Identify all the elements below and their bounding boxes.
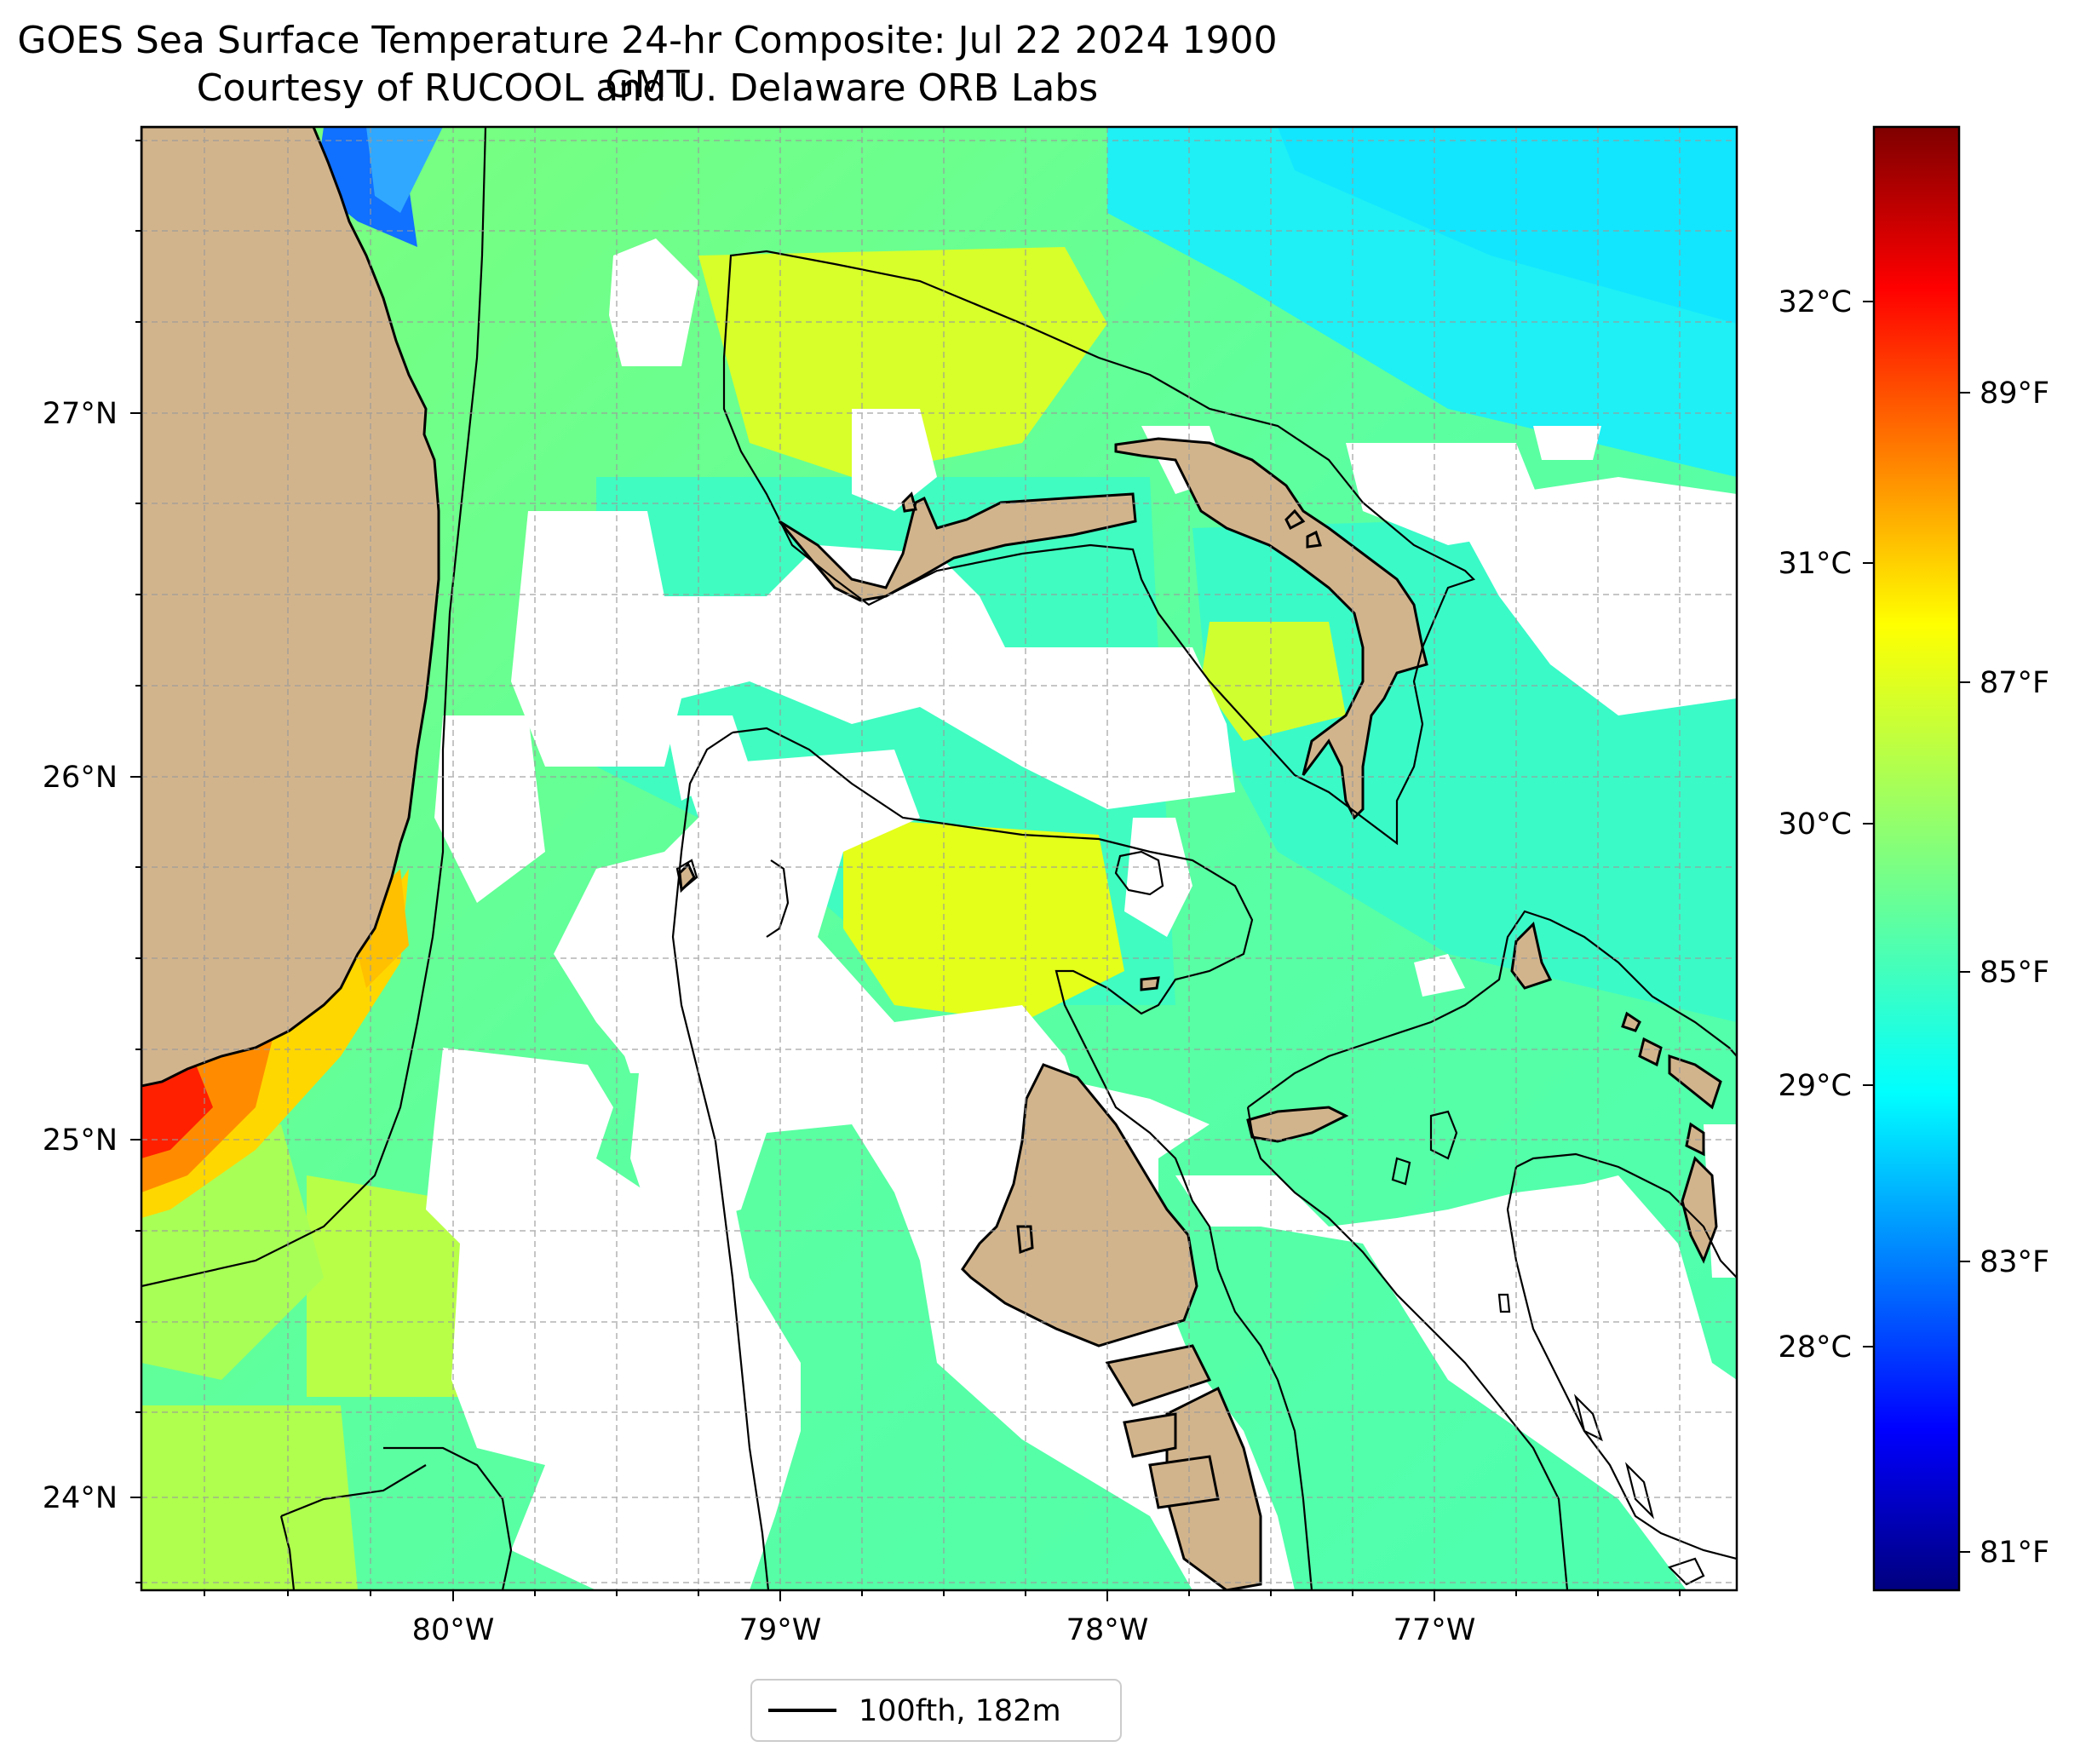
great-abaco-island: [1114, 437, 1428, 820]
eleuthera-island: [1246, 1106, 1349, 1143]
lat-label-24n: 24°N: [43, 1481, 118, 1515]
hot-coastal-patches: [141, 869, 409, 1218]
colorbar-gradient: [1872, 125, 1961, 1592]
lon-label-79w: 79°W: [739, 1613, 822, 1647]
andros-island: [961, 1063, 1198, 1347]
colorbar-label-85f: 85°F: [1980, 956, 2049, 990]
colorbar-label-83f: 83°F: [1980, 1245, 2049, 1279]
colorbar-label-31c: 31°C: [1779, 547, 1852, 581]
colorbar-label-30c: 30°C: [1779, 807, 1852, 842]
map-panel: [141, 127, 1737, 1590]
lat-label-27n: 27°N: [43, 397, 118, 431]
lon-label-80w: 80°W: [412, 1613, 495, 1647]
lon-label-77w: 77°W: [1394, 1613, 1476, 1647]
colorbar-label-29c: 29°C: [1779, 1069, 1852, 1103]
legend: 100fth, 182m: [750, 1679, 1122, 1742]
100-fathom-contour: [141, 127, 1737, 1590]
colorbar-label-28c: 28°C: [1779, 1330, 1852, 1365]
lat-label-25n: 25°N: [43, 1123, 118, 1158]
land-masses: [141, 127, 1722, 1590]
colorbar-label-32c: 32°C: [1779, 285, 1852, 319]
map-frame: [140, 125, 1738, 1592]
colorbar-label-87f: 87°F: [1980, 666, 2049, 700]
lon-label-78w: 78°W: [1066, 1613, 1149, 1647]
axis-ticks: [130, 140, 1681, 1601]
legend-label: 100fth, 182m: [859, 1694, 1061, 1728]
colorbar: 32°C 31°C 30°C 29°C 28°C 89°F 87°F 85°F …: [1779, 125, 2049, 1592]
map-subtitle: Courtesy of RUCOOL and U. Delaware ORB L…: [196, 66, 1099, 110]
colorbar-label-89f: 89°F: [1980, 376, 2049, 411]
lat-label-26n: 26°N: [43, 761, 118, 795]
map-title: GOES Sea Surface Temperature 24-hr Compo…: [17, 19, 1278, 106]
gridlines: [141, 127, 1737, 1590]
florida-peninsula: [141, 127, 440, 1088]
colorbar-label-81f: 81°F: [1980, 1536, 2049, 1570]
